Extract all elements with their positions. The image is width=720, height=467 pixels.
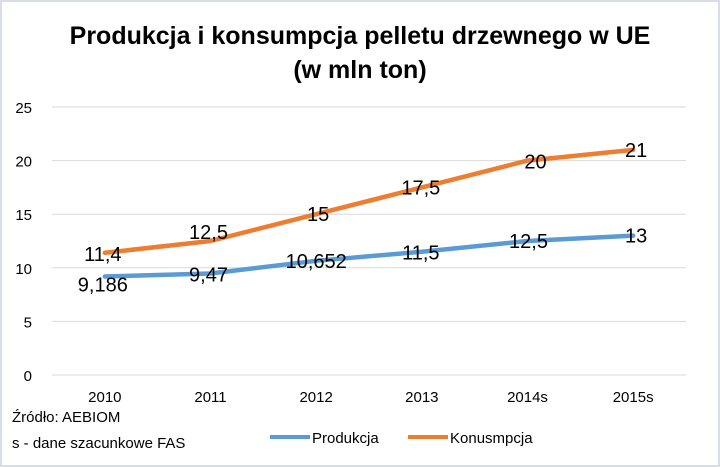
x-tick-label: 2011: [194, 389, 226, 406]
data-label: 11,4: [84, 244, 121, 266]
data-label: 12,5: [189, 222, 228, 244]
x-tick-label: 2012: [299, 389, 332, 406]
legend-label-konsumpcja: Konusmpcja: [450, 430, 533, 447]
data-label: 20: [524, 152, 546, 174]
data-label: 10,652: [286, 251, 347, 273]
data-label: 21: [625, 140, 647, 162]
estimate-note: s - dane szacunkowe FAS: [12, 435, 185, 452]
x-tick-label: 2015s: [613, 389, 654, 406]
legend-label-produkcja: Produkcja: [312, 430, 379, 447]
x-tick-label: 2013: [405, 389, 438, 406]
y-tick-label: 5: [24, 314, 32, 331]
series-line-konusmpcja: [102, 147, 636, 256]
x-tick-label: 2010: [88, 389, 121, 406]
y-tick-label: 20: [15, 154, 32, 171]
data-label: 17,5: [401, 177, 440, 199]
y-tick-label: 25: [15, 100, 32, 117]
data-label: 11,5: [402, 243, 439, 265]
x-tick-label: 2014s: [507, 389, 548, 406]
data-label: 9,186: [78, 275, 128, 297]
chart-title-line1: Produkcja i konsumpcja pelletu drzewnego…: [70, 22, 651, 50]
series-line-produkcja: [102, 233, 636, 279]
data-label: 12,5: [509, 231, 548, 253]
source-note: Źródło: AEBIOM: [12, 409, 120, 426]
data-label: 15: [307, 204, 329, 226]
y-tick-label: 10: [15, 261, 32, 278]
y-tick-label: 0: [24, 368, 32, 385]
y-tick-label: 15: [15, 207, 32, 224]
data-label: 9,47: [189, 264, 228, 286]
data-label: 13: [625, 226, 647, 248]
chart-title-line2: (w mln ton): [293, 56, 426, 84]
